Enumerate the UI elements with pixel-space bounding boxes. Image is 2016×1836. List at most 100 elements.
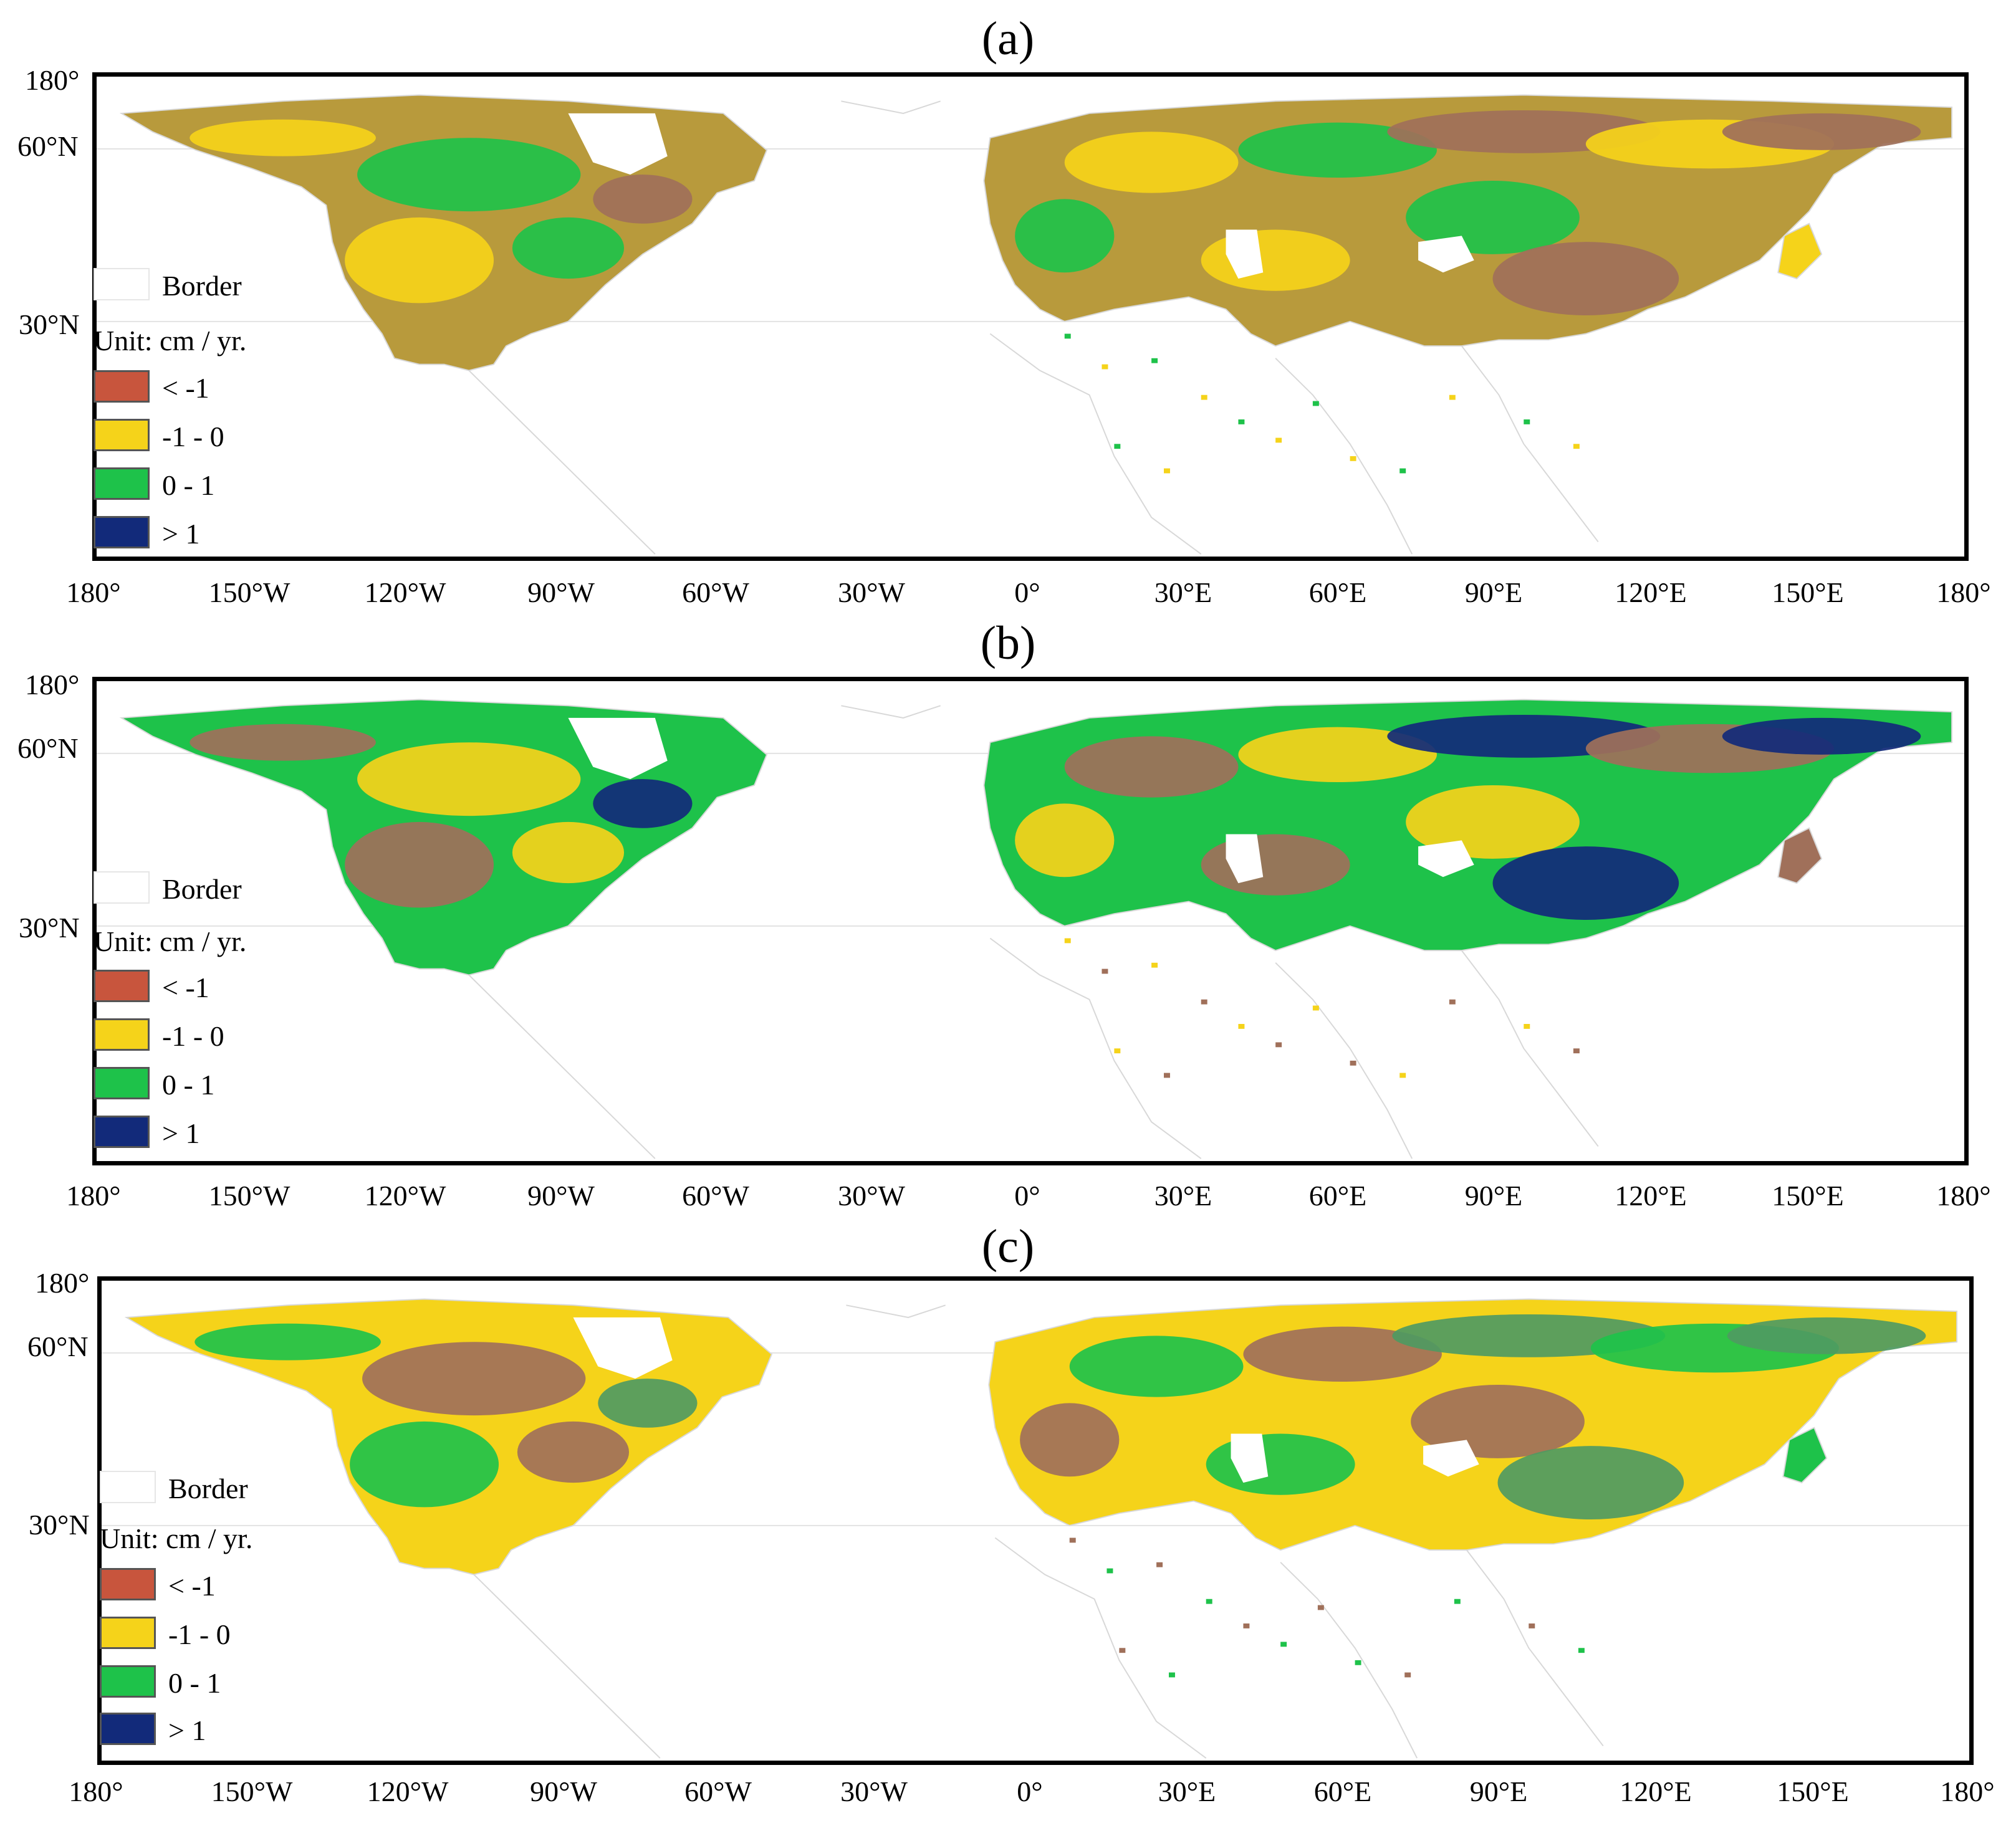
border-line	[1275, 358, 1413, 555]
x-tick-label: 60°W	[682, 1180, 749, 1212]
lake-hudson-bay	[573, 1317, 673, 1379]
border-swatch	[94, 871, 150, 904]
x-tick-label: 60°E	[1308, 576, 1367, 608]
legend-swatch	[94, 970, 150, 1002]
nodata-taklamakan	[1418, 840, 1474, 877]
lake-caspian	[1231, 1433, 1269, 1483]
border-line	[989, 937, 1202, 1159]
map-frame	[92, 677, 1969, 1165]
speckle	[1064, 938, 1071, 944]
border-line	[846, 1304, 946, 1318]
x-tick-label: 150°E	[1772, 576, 1844, 608]
speckle	[1524, 1024, 1530, 1029]
value-patch	[1406, 785, 1580, 859]
y-tick-label: 60°N	[17, 732, 79, 764]
speckle	[1404, 1672, 1411, 1678]
legend-unit: Unit: cm / yr.	[94, 925, 247, 957]
value-patch	[1727, 1317, 1926, 1354]
speckle	[1238, 1024, 1245, 1029]
map-canvas	[102, 1298, 1969, 1759]
border-line	[473, 1574, 661, 1759]
value-patch	[512, 217, 625, 279]
speckle	[1169, 1672, 1175, 1678]
value-patch	[1069, 1336, 1244, 1397]
x-tick-label: 120°E	[1615, 1180, 1687, 1212]
value-patch	[357, 742, 581, 816]
speckle	[1350, 456, 1356, 461]
value-patch	[593, 175, 693, 224]
x-tick-label: 180°	[66, 1180, 121, 1212]
legend-label: 0 - 1	[168, 1667, 221, 1699]
value-patch	[190, 724, 376, 761]
legend-label: Border	[162, 270, 242, 302]
legend-swatch	[100, 1617, 156, 1649]
y-tick-label: 30°N	[19, 308, 80, 340]
map-frame	[92, 72, 1969, 561]
speckle	[1317, 1605, 1324, 1610]
nodata-taklamakan	[1418, 236, 1474, 273]
legend-swatch	[94, 1116, 150, 1148]
border-line	[1466, 1549, 1604, 1747]
y-tick-label: 180°	[25, 669, 80, 700]
value-patch	[190, 119, 376, 156]
legend-label: < -1	[162, 372, 209, 404]
value-patch	[350, 1421, 499, 1508]
x-tick-label: 90°W	[527, 1180, 595, 1212]
value-patch	[598, 1379, 698, 1428]
value-patch	[1201, 834, 1350, 896]
legend-label: -1 - 0	[162, 421, 224, 452]
x-tick-label: 150°W	[208, 1180, 290, 1212]
legend-label: > 1	[162, 1117, 200, 1149]
border-swatch	[100, 1471, 156, 1503]
panel-label: (b)	[980, 617, 1036, 669]
x-tick-label: 30°E	[1154, 1180, 1212, 1212]
speckle	[1069, 1537, 1076, 1543]
speckle	[1238, 419, 1245, 424]
legend-label: Border	[168, 1473, 248, 1504]
value-patch	[1492, 846, 1679, 920]
speckle	[1275, 1042, 1282, 1048]
legend-swatch	[94, 370, 150, 403]
x-tick-label: 60°E	[1308, 1180, 1367, 1212]
speckle	[1529, 1623, 1535, 1628]
speckle	[1206, 1599, 1212, 1604]
speckle	[1201, 394, 1207, 400]
legend-label: -1 - 0	[168, 1618, 231, 1650]
speckle	[1454, 1599, 1461, 1604]
map-canvas	[97, 699, 1964, 1159]
border-line	[1461, 950, 1599, 1147]
y-tick-label: 60°N	[27, 1331, 89, 1362]
speckle	[1355, 1660, 1361, 1665]
speckle	[1280, 1642, 1287, 1647]
x-tick-label: 180°	[66, 576, 121, 608]
legend-label: -1 - 0	[162, 1020, 224, 1052]
x-tick-label: 60°W	[684, 1776, 752, 1807]
legend-unit: Unit: cm / yr.	[100, 1523, 253, 1554]
legend-swatch	[94, 1018, 150, 1051]
value-patch	[1015, 199, 1115, 273]
value-patch	[593, 779, 693, 828]
legend-label: > 1	[168, 1714, 206, 1746]
speckle	[1102, 968, 1108, 974]
x-tick-label: 0°	[1017, 1776, 1043, 1807]
border-line	[1280, 1562, 1418, 1759]
speckle	[1164, 1073, 1170, 1078]
speckle	[1114, 1048, 1121, 1054]
land-japan	[1782, 1427, 1828, 1484]
panel-label: (c)	[981, 1220, 1035, 1273]
speckle	[1350, 1060, 1356, 1066]
x-tick-label: 90°W	[530, 1776, 597, 1807]
x-tick-label: 120°W	[367, 1776, 449, 1807]
x-tick-label: 150°W	[208, 576, 290, 608]
y-tick-label: 180°	[25, 64, 80, 96]
legend-unit: Unit: cm / yr.	[94, 325, 247, 356]
x-tick-label: 120°W	[364, 576, 446, 608]
speckle	[1102, 364, 1108, 370]
x-tick-label: 0°	[1014, 576, 1040, 608]
lake-caspian	[1226, 834, 1264, 884]
border-line	[468, 974, 656, 1159]
speckle	[1275, 437, 1282, 443]
speckle	[1119, 1648, 1126, 1653]
x-tick-label: 30°W	[838, 1180, 905, 1212]
speckle	[1524, 419, 1530, 424]
